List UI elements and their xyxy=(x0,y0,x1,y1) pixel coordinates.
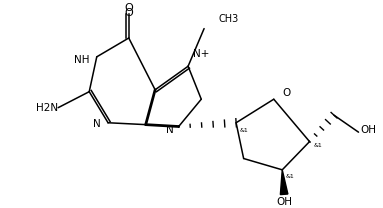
Text: &1: &1 xyxy=(313,144,322,149)
Text: H2N: H2N xyxy=(36,103,58,113)
Text: OH: OH xyxy=(360,125,376,135)
Text: &1: &1 xyxy=(240,128,249,133)
Text: O: O xyxy=(124,8,133,18)
Text: N: N xyxy=(93,119,100,129)
Text: OH: OH xyxy=(276,197,292,207)
Text: CH3: CH3 xyxy=(218,14,239,24)
Text: N: N xyxy=(166,125,174,135)
Text: O: O xyxy=(124,2,133,12)
Text: &1: &1 xyxy=(286,174,295,179)
Text: N+: N+ xyxy=(193,49,209,59)
Text: O: O xyxy=(282,88,290,98)
Polygon shape xyxy=(280,170,288,195)
Text: NH: NH xyxy=(74,55,89,65)
